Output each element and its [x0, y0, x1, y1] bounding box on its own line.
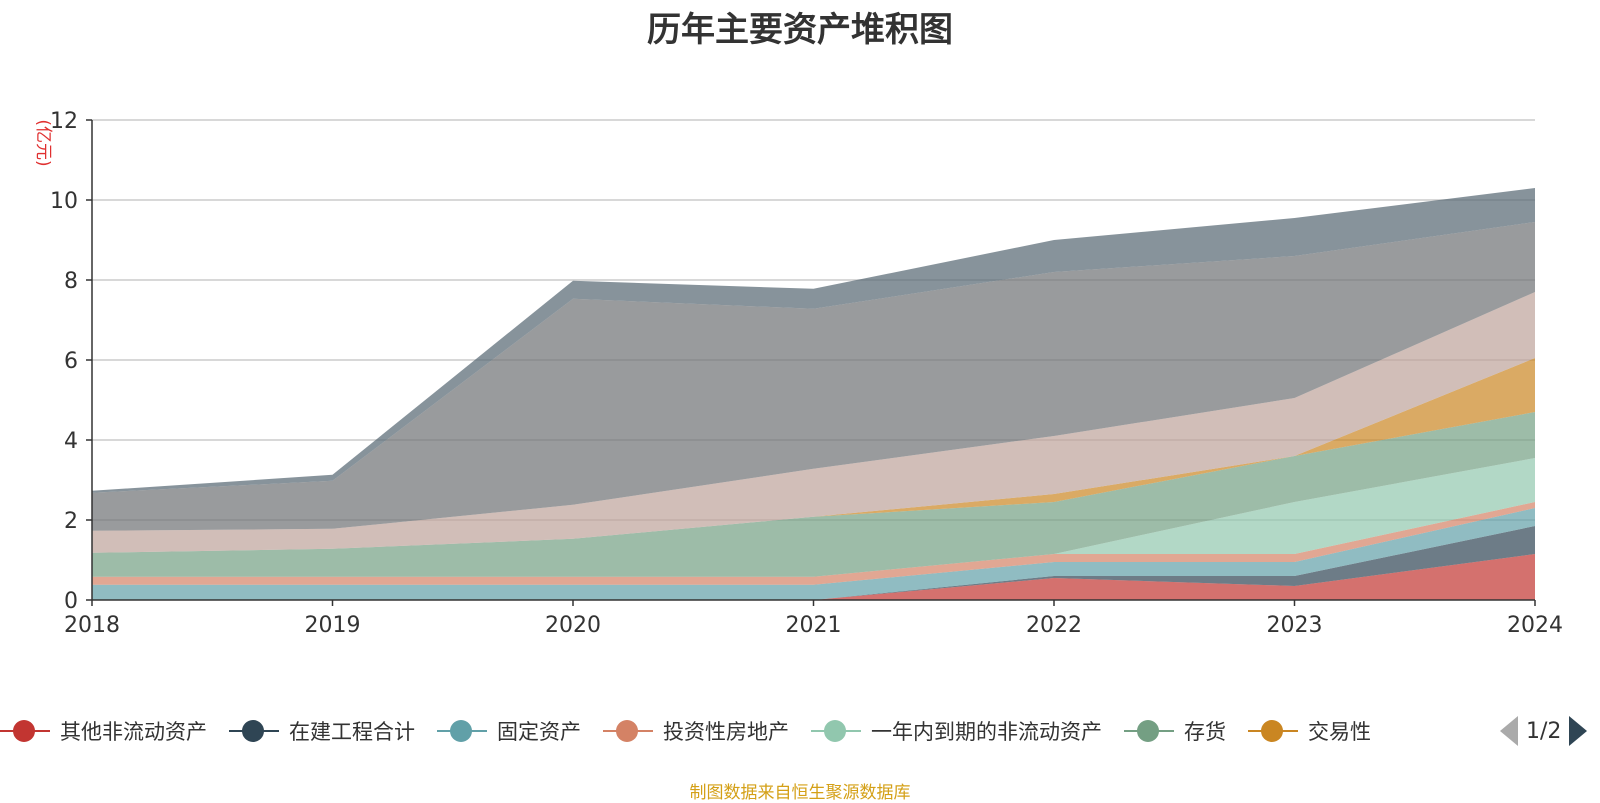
y-tick-label: 8 [64, 269, 78, 294]
stacked-area-chart: 0 2 4 6 8 10 12 2018 2019 2020 2021 2022 2023 2024 (亿… [33, 109, 1563, 638]
area-series-9 [92, 188, 1535, 493]
area-series-5 [92, 412, 1535, 577]
x-tick-label: 2023 [1267, 613, 1323, 638]
legend-marker-icon [603, 718, 653, 744]
area-series-7 [92, 292, 1535, 553]
axes: 0 2 4 6 8 10 12 2018 2019 2020 2021 2022 2023 2024 [50, 109, 1563, 638]
y-tick-label: 10 [50, 189, 78, 214]
x-tick-label: 2018 [64, 613, 120, 638]
x-tick-label: 2020 [545, 613, 601, 638]
legend-item[interactable]: 交易性 [1248, 716, 1371, 746]
area-series-1 [92, 526, 1535, 600]
legend-label: 交易性 [1308, 720, 1371, 744]
legend-item[interactable]: 在建工程合计 [229, 716, 415, 746]
previous-page-icon[interactable] [1500, 716, 1518, 746]
legend-marker-icon [229, 718, 279, 744]
legend-marker-icon [811, 718, 861, 744]
legend-page-indicator: 1/2 [1526, 718, 1562, 744]
legend-label: 在建工程合计 [289, 720, 415, 744]
x-tick-label: 2024 [1507, 613, 1563, 638]
y-axis-label: (亿元) [33, 119, 53, 166]
next-page-icon[interactable] [1569, 716, 1588, 746]
legend-item[interactable]: 其他非流动资产 [0, 716, 207, 746]
legend-item[interactable]: 一年内到期的非流动资产 [811, 716, 1102, 746]
legend-label: 一年内到期的非流动资产 [871, 720, 1102, 744]
legend-label: 存货 [1184, 720, 1226, 744]
legend-label: 固定资产 [497, 720, 581, 744]
legend-item[interactable]: 固定资产 [437, 716, 581, 746]
x-tick-label: 2021 [786, 613, 842, 638]
area-series-0 [92, 554, 1535, 600]
legend-item[interactable]: 存货 [1124, 716, 1226, 746]
legend-marker-icon [437, 718, 487, 744]
y-tick-label: 6 [64, 349, 78, 374]
x-tick-label: 2022 [1026, 613, 1082, 638]
legend-marker-icon [0, 718, 50, 744]
legend-label: 投资性房地产 [663, 720, 789, 744]
data-source-note: 制图数据来自恒生聚源数据库 [689, 783, 911, 803]
area-series-4 [92, 458, 1535, 577]
area-series [92, 188, 1535, 600]
chart-title: 历年主要资产堆积图 [647, 10, 953, 50]
y-tick-label: 4 [64, 429, 78, 454]
x-tick-label: 2019 [305, 613, 361, 638]
y-tick-label: 0 [64, 589, 78, 614]
legend-item[interactable]: 投资性房地产 [603, 716, 789, 746]
legend-marker-icon [1124, 718, 1174, 744]
y-tick-label: 2 [64, 509, 78, 534]
legend: 其他非流动资产 在建工程合计 固定资产 投资性房地产 一年内到期的非流动资产 存货 交易性 [0, 716, 1393, 746]
legend-pager: 1/2 [1500, 716, 1588, 746]
area-series-2 [92, 508, 1535, 600]
y-tick-label: 12 [50, 109, 78, 134]
legend-marker-icon [1248, 718, 1298, 744]
area-series-8 [92, 222, 1535, 531]
legend-label: 其他非流动资产 [60, 720, 207, 744]
